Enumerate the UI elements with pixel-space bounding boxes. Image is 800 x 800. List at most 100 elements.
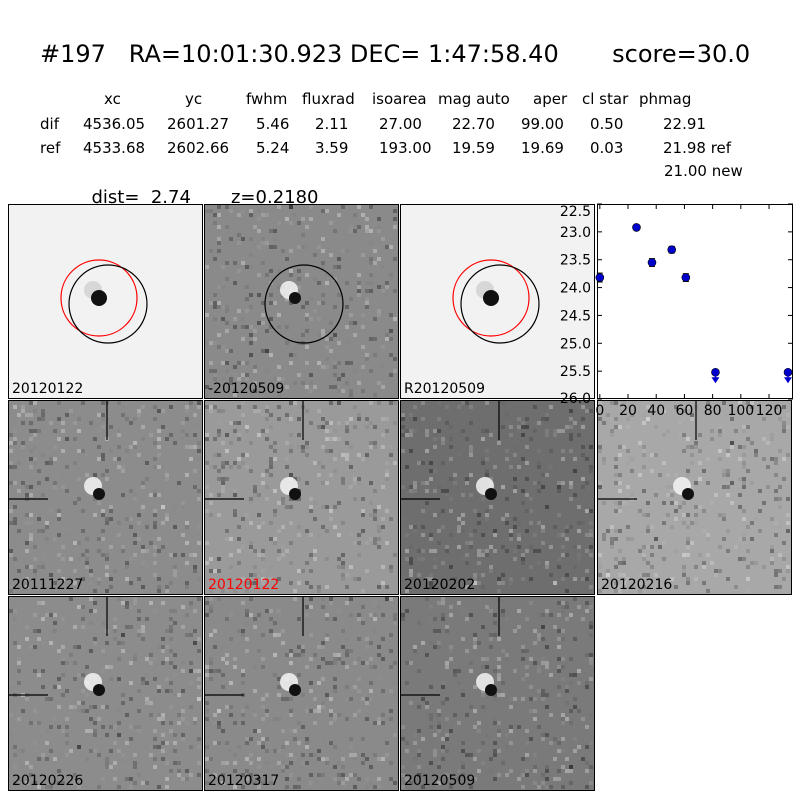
- noise-pixel: [237, 241, 241, 245]
- noise-pixel: [690, 453, 694, 457]
- noise-pixel: [337, 293, 341, 297]
- noise-pixel: [726, 549, 730, 553]
- noise-pixel: [297, 653, 301, 657]
- noise-pixel: [141, 681, 145, 685]
- noise-pixel: [682, 569, 686, 573]
- noise-pixel: [393, 613, 397, 617]
- noise-pixel: [137, 513, 141, 517]
- noise-pixel: [205, 341, 209, 345]
- noise-pixel: [245, 429, 249, 433]
- noise-pixel: [281, 641, 285, 645]
- noise-pixel: [309, 557, 313, 561]
- noise-pixel: [457, 777, 461, 781]
- noise-pixel: [782, 405, 786, 409]
- noise-pixel: [33, 545, 37, 549]
- noise-pixel: [710, 501, 714, 505]
- noise-pixel: [273, 653, 277, 657]
- noise-pixel: [57, 509, 61, 513]
- noise-pixel: [209, 493, 213, 497]
- noise-pixel: [41, 669, 45, 673]
- noise-pixel: [269, 565, 273, 569]
- noise-pixel: [93, 609, 97, 613]
- noise-pixel: [105, 565, 109, 569]
- noise-pixel: [309, 497, 313, 501]
- noise-pixel: [173, 609, 177, 613]
- noise-pixel: [690, 453, 694, 457]
- noise-pixel: [409, 525, 413, 529]
- noise-pixel: [321, 365, 325, 369]
- noise-pixel: [381, 285, 385, 289]
- noise-pixel: [361, 297, 365, 301]
- row-cell: 99.00: [521, 115, 564, 133]
- noise-pixel: [209, 369, 213, 373]
- noise-pixel: [337, 653, 341, 657]
- noise-pixel: [465, 553, 469, 557]
- noise-pixel: [642, 421, 646, 425]
- noise-pixel: [9, 553, 13, 557]
- noise-pixel: [305, 301, 309, 305]
- noise-pixel: [169, 609, 173, 613]
- noise-pixel: [758, 489, 762, 493]
- noise-pixel: [461, 429, 465, 433]
- noise-pixel: [666, 429, 670, 433]
- noise-pixel: [381, 525, 385, 529]
- noise-pixel: [41, 685, 45, 689]
- noise-pixel: [349, 361, 353, 365]
- noise-pixel: [153, 509, 157, 513]
- noise-pixel: [325, 757, 329, 761]
- noise-pixel: [281, 761, 285, 765]
- noise-pixel: [221, 773, 225, 777]
- noise-pixel: [373, 317, 377, 321]
- noise-pixel: [77, 677, 81, 681]
- noise-pixel: [113, 629, 117, 633]
- noise-pixel: [249, 353, 253, 357]
- noise-pixel: [782, 577, 786, 581]
- noise-pixel: [297, 645, 301, 649]
- noise-pixel: [49, 573, 53, 577]
- noise-pixel: [221, 729, 225, 733]
- stamp-image: [205, 401, 397, 593]
- noise-pixel: [573, 493, 577, 497]
- noise-pixel: [537, 665, 541, 669]
- noise-pixel: [525, 461, 529, 465]
- noise-pixel: [273, 449, 277, 453]
- noise-pixel: [429, 549, 433, 553]
- noise-pixel: [642, 489, 646, 493]
- noise-pixel: [357, 417, 361, 421]
- noise-pixel: [585, 785, 589, 789]
- noise-pixel: [525, 769, 529, 773]
- noise-pixel: [409, 449, 413, 453]
- noise-pixel: [565, 617, 569, 621]
- noise-pixel: [441, 481, 445, 485]
- noise-pixel: [41, 729, 45, 733]
- noise-pixel: [321, 209, 325, 213]
- noise-pixel: [217, 709, 221, 713]
- noise-pixel: [357, 541, 361, 545]
- noise-pixel: [457, 669, 461, 673]
- noise-pixel: [405, 777, 409, 781]
- noise-pixel: [529, 545, 533, 549]
- noise-pixel: [281, 385, 285, 389]
- noise-pixel: [569, 769, 573, 773]
- noise-pixel: [545, 561, 549, 565]
- noise-pixel: [770, 557, 774, 561]
- noise-pixel: [313, 557, 317, 561]
- noise-pixel: [13, 609, 17, 613]
- noise-pixel: [117, 733, 121, 737]
- noise-pixel: [209, 757, 213, 761]
- noise-pixel: [614, 529, 618, 533]
- noise-pixel: [381, 565, 385, 569]
- noise-pixel: [233, 365, 237, 369]
- noise-pixel: [557, 513, 561, 517]
- noise-pixel: [706, 537, 710, 541]
- noise-pixel: [77, 605, 81, 609]
- noise-pixel: [213, 453, 217, 457]
- noise-pixel: [433, 549, 437, 553]
- noise-pixel: [377, 585, 381, 589]
- noise-pixel: [545, 777, 549, 781]
- noise-pixel: [537, 461, 541, 465]
- noise-pixel: [289, 561, 293, 565]
- noise-pixel: [305, 345, 309, 349]
- noise-pixel: [61, 673, 65, 677]
- noise-pixel: [229, 637, 233, 641]
